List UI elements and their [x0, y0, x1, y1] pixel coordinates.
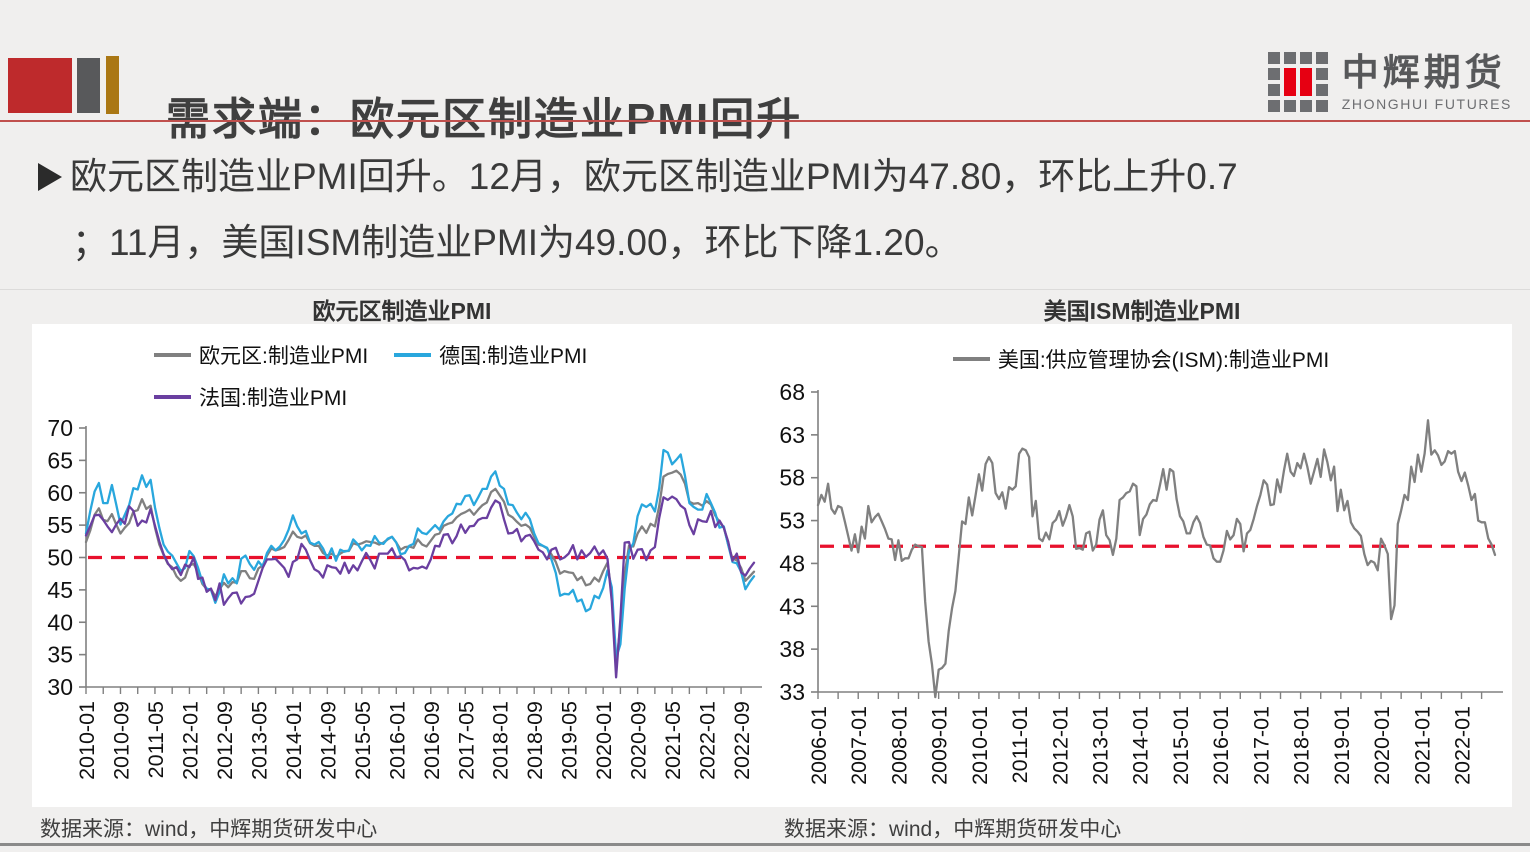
x-tick-label: 2015-05: [351, 701, 375, 780]
x-tick-label: 2022-01: [696, 701, 720, 780]
y-tick-label: 33: [779, 679, 805, 705]
x-tick-label: 2012-09: [213, 701, 237, 780]
legend-item: 德国:制造业PMI: [394, 340, 587, 370]
y-tick-label: 48: [779, 550, 805, 576]
y-tick-label: 38: [779, 636, 805, 662]
bottom-divider: [0, 843, 1530, 846]
us-ism-pmi-chart: 美国:供应管理协会(ISM):制造业PMI 68 63 58 53 48 43 38 33 20…: [770, 324, 1512, 807]
legend-item: 欧元区:制造业PMI: [154, 340, 368, 370]
x-tick-label: 2010-01: [968, 706, 992, 785]
x-tick-label: 2020-01: [592, 701, 616, 780]
y-tick-label: 58: [779, 465, 805, 491]
x-tick-label: 2010-09: [109, 701, 133, 780]
right-chart-source: 数据来源：wind，中辉期货研发中心: [784, 818, 1122, 841]
y-tick-label: 60: [47, 480, 73, 506]
x-tick-label: 2017-05: [454, 701, 478, 780]
y-tick-label: 63: [779, 422, 805, 448]
bullet-arrow-icon: [38, 163, 62, 191]
x-tick-label: 2011-05: [144, 701, 168, 778]
summary-line-2: ；11月，美国ISM制造业PMI为49.00，环比下降1.20。: [72, 222, 962, 263]
x-tick-label: 2014-01: [282, 701, 306, 780]
x-tick-label: 2012-01: [178, 701, 202, 780]
x-tick-label: 2013-05: [247, 701, 271, 780]
eurozone-chart-legend: 欧元区:制造业PMI 德国:制造业PMI 法国:制造业PMI: [154, 340, 659, 412]
series-line: [84, 495, 756, 679]
y-tick-label: 53: [779, 508, 805, 534]
x-tick-label: 2015-01: [1169, 706, 1193, 785]
x-tick-label: 2022-09: [730, 701, 754, 780]
charts-background-panel: [32, 324, 1512, 807]
left-chart-title: 欧元区制造业PMI: [312, 298, 492, 324]
x-tick-label: 2010-01: [75, 701, 99, 780]
x-tick-label: 2017-01: [1249, 706, 1273, 785]
x-tick-label: 2020-09: [627, 701, 651, 780]
header-accent-gold-bar: [106, 56, 119, 114]
us-chart-legend: 美国:供应管理协会(ISM):制造业PMI: [770, 344, 1512, 374]
x-tick-label: 2021-05: [661, 701, 685, 780]
y-tick-label: 70: [47, 415, 73, 441]
y-tick-label: 35: [47, 642, 73, 668]
legend-label: 美国:供应管理协会(ISM):制造业PMI: [997, 349, 1330, 372]
legend-item: 法国:制造业PMI: [154, 382, 347, 412]
series-line: [84, 448, 756, 660]
y-tick-label: 55: [47, 512, 73, 538]
x-tick-label: 2014-09: [316, 701, 340, 780]
y-tick-label: 68: [779, 379, 805, 405]
left-chart-source: 数据来源：wind，中辉期货研发中心: [40, 818, 378, 841]
x-tick-label: 2019-01: [1330, 706, 1354, 785]
y-tick-label: 30: [47, 674, 73, 700]
x-tick-label: 2006-01: [807, 706, 831, 785]
summary-line-1: 欧元区制造业PMI回升。12月，欧元区制造业PMI为47.80，环比上升0.7: [70, 156, 1238, 197]
legend-item: 美国:供应管理协会(ISM):制造业PMI: [952, 344, 1330, 374]
x-tick-label: 2016-09: [420, 701, 444, 780]
x-tick-label: 2018-09: [523, 701, 547, 780]
x-tick-label: 2008-01: [887, 706, 911, 785]
x-tick-label: 2016-01: [385, 701, 409, 780]
x-tick-label: 2016-01: [1209, 706, 1233, 785]
x-tick-label: 2019-05: [558, 701, 582, 780]
y-tick-label: 45: [47, 577, 73, 603]
y-tick-label: 43: [779, 593, 805, 619]
x-tick-label: 2018-01: [489, 701, 513, 780]
header-accent-gray-bar: [77, 58, 100, 113]
y-tick-label: 50: [47, 545, 73, 571]
x-tick-label: 2022-01: [1450, 706, 1474, 785]
y-tick-label: 65: [47, 447, 73, 473]
legend-line-swatch: [154, 353, 191, 357]
x-tick-label: 2007-01: [847, 706, 871, 785]
legend-label: 欧元区:制造业PMI: [199, 345, 369, 368]
x-tick-label: 2009-01: [928, 706, 952, 785]
x-tick-label: 2013-01: [1089, 706, 1113, 785]
legend-line-swatch: [154, 395, 191, 399]
x-tick-label: 2012-01: [1048, 706, 1072, 785]
legend-label: 德国:制造业PMI: [439, 345, 588, 368]
legend-label: 法国:制造业PMI: [199, 387, 348, 410]
x-tick-label: 2014-01: [1129, 706, 1153, 785]
legend-line-swatch: [952, 357, 990, 361]
summary-text: 欧元区制造业PMI回升。12月，欧元区制造业PMI为47.80，环比上升0.7 …: [38, 144, 1508, 276]
page-title: 需求端：欧元区制造业PMI回升: [166, 95, 803, 145]
x-tick-label: 2020-01: [1370, 706, 1394, 785]
x-tick-label: 2021-01: [1410, 706, 1434, 785]
charts-top-divider: [0, 289, 1530, 290]
header-accent-red-square: [8, 58, 72, 113]
logo-grid-icon: [1267, 52, 1328, 112]
header-divider: [0, 120, 1530, 122]
eurozone-pmi-chart: 欧元区:制造业PMI 德国:制造业PMI 法国:制造业PMI 70 65 60 55 50 4…: [32, 324, 772, 807]
y-tick-label: 40: [47, 609, 73, 635]
company-logo: 中辉期货 ZHONGHUI FUTURES: [1267, 51, 1512, 112]
x-tick-label: 2011-01: [1008, 706, 1032, 783]
right-chart-title: 美国ISM制造业PMI: [1043, 298, 1241, 324]
x-tick-label: 2018-01: [1290, 706, 1314, 785]
series-line: [816, 419, 1497, 699]
logo-name-cn: 中辉期货: [1341, 51, 1506, 93]
logo-name-en: ZHONGHUI FUTURES: [1341, 95, 1512, 112]
legend-line-swatch: [394, 353, 432, 357]
